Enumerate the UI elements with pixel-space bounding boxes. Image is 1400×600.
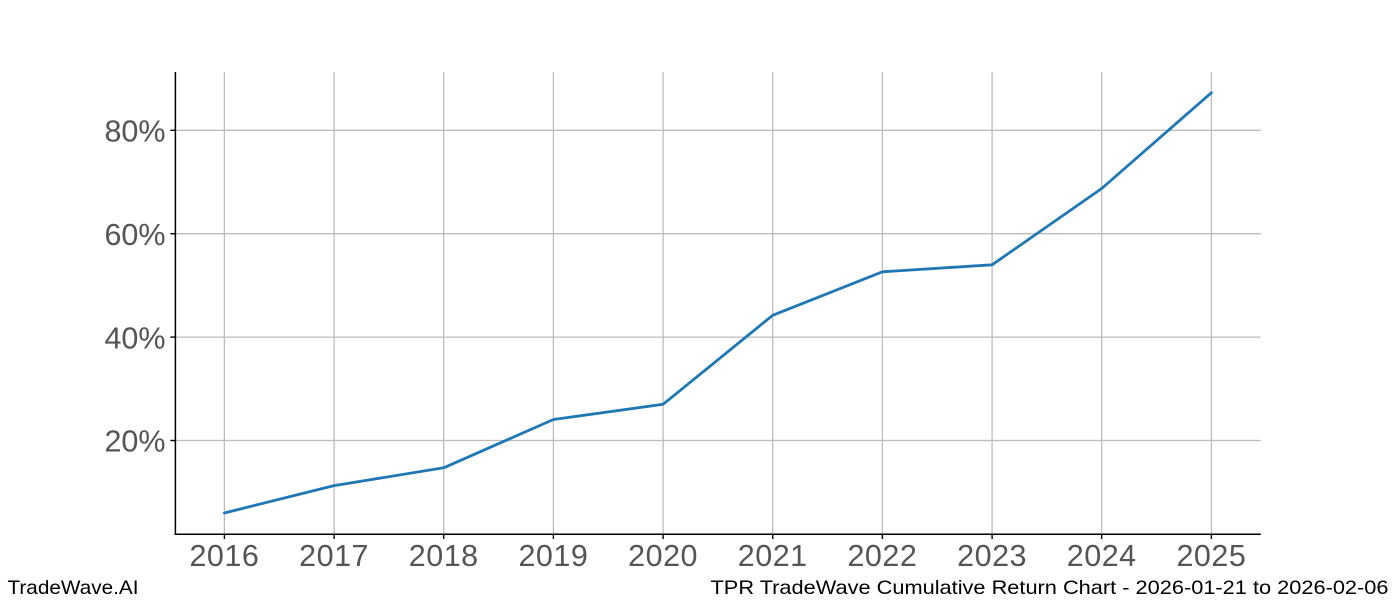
svg-text:2023: 2023 [957,539,1027,573]
svg-text:2019: 2019 [518,539,588,573]
svg-text:80%: 80% [104,115,165,149]
svg-text:60%: 60% [104,218,165,252]
svg-text:TPR TradeWave Cumulative Retur: TPR TradeWave Cumulative Return Chart - … [711,577,1389,599]
svg-text:2020: 2020 [628,539,698,573]
svg-text:2017: 2017 [299,539,369,573]
svg-text:2024: 2024 [1067,539,1137,573]
svg-text:2016: 2016 [189,539,259,573]
svg-text:2022: 2022 [847,539,917,573]
svg-text:40%: 40% [104,321,165,355]
svg-text:20%: 20% [104,425,165,459]
svg-text:TradeWave.AI: TradeWave.AI [8,577,139,599]
svg-text:2018: 2018 [409,539,479,573]
svg-text:2021: 2021 [738,539,808,573]
svg-text:2025: 2025 [1176,539,1246,573]
